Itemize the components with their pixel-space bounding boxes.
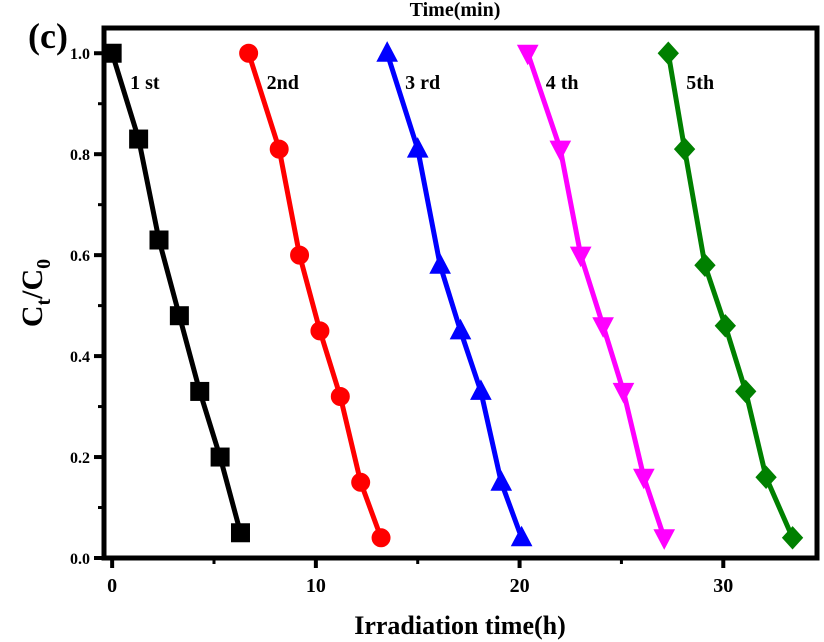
y-axis-label-sub1: t <box>33 299 55 306</box>
y-axis-label-sub2: 0 <box>33 259 55 269</box>
series-label: 4 th <box>546 72 579 94</box>
plot-frame <box>101 25 820 561</box>
data-point <box>429 253 451 274</box>
data-point <box>190 381 210 401</box>
data-point <box>755 465 777 489</box>
data-point <box>210 447 230 467</box>
data-point <box>290 245 310 265</box>
y-tick-label: 0.2 <box>70 450 90 467</box>
x-tick-label: 10 <box>306 575 326 597</box>
series-line <box>525 52 667 539</box>
data-point <box>351 472 371 492</box>
x-tick-label: 0 <box>107 575 117 597</box>
data-point <box>330 386 350 406</box>
series-5 <box>657 41 804 550</box>
data-point <box>470 379 492 400</box>
x-axis-ticks: 0 10 20 30 <box>107 558 733 597</box>
y-tick-label: 0.8 <box>70 147 90 164</box>
series-label: 1 st <box>130 72 160 94</box>
data-point <box>149 230 169 250</box>
data-point <box>673 137 696 161</box>
series-2 <box>239 43 391 548</box>
data-point <box>653 529 676 550</box>
y-axis-label-sep: /C <box>16 269 49 300</box>
data-point <box>406 137 429 158</box>
x-axis-label: Irradiation time(h) <box>354 611 566 640</box>
data-point <box>516 44 539 66</box>
data-point <box>714 314 737 338</box>
data-point <box>657 41 679 65</box>
series-labels: 1 st 2nd 3 rd 4 th 5th <box>130 72 714 94</box>
series-line <box>384 52 524 539</box>
y-axis-label: Ct/C0 <box>16 259 55 327</box>
data-point <box>549 140 572 162</box>
data-point <box>449 318 472 340</box>
data-point <box>612 382 635 404</box>
x-tick-label: 20 <box>510 575 530 597</box>
data-point <box>592 317 614 338</box>
data-point <box>239 43 259 63</box>
data-point <box>735 379 757 404</box>
data-point <box>633 468 655 490</box>
panel-label: (c) <box>28 16 68 56</box>
series-3 <box>376 41 533 547</box>
data-point <box>310 321 330 341</box>
series-line <box>665 52 795 539</box>
data-point <box>569 246 592 268</box>
y-tick-label: 0.6 <box>70 248 90 265</box>
data-point <box>694 253 716 277</box>
series-label: 3 rd <box>405 72 440 94</box>
series-label: 5th <box>686 72 714 94</box>
data-point <box>102 43 122 63</box>
data-point <box>129 129 149 149</box>
series-label: 2nd <box>267 72 299 94</box>
x-tick-label: 30 <box>713 575 733 597</box>
data-point <box>510 525 533 547</box>
series-layer <box>102 41 804 550</box>
series-line <box>246 52 384 539</box>
y-tick-label: 0.4 <box>70 349 90 366</box>
series-4 <box>516 44 676 550</box>
y-tick-label: 1.0 <box>70 46 90 63</box>
series-1 <box>102 43 250 543</box>
data-point <box>376 41 398 62</box>
data-point <box>230 523 250 543</box>
data-point <box>169 306 189 326</box>
data-point <box>781 526 804 550</box>
data-point <box>269 139 289 159</box>
data-point <box>490 470 513 491</box>
data-point <box>371 528 391 548</box>
y-axis-label-main: C <box>16 306 49 328</box>
y-tick-label: 0.0 <box>70 551 90 568</box>
y-axis-ticks: 0.0 0.2 0.4 0.6 0.8 1.0 <box>70 46 104 568</box>
top-title: Time(min) <box>410 0 501 21</box>
